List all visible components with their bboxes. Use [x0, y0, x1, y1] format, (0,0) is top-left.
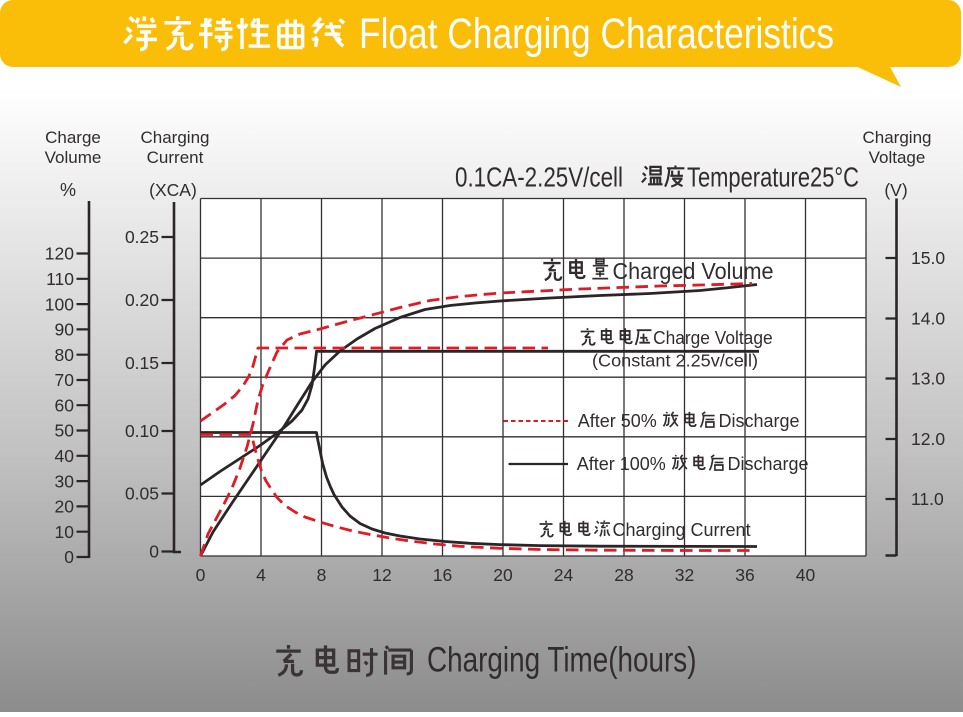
svg-text:16: 16 [433, 565, 452, 585]
svg-text:0: 0 [149, 542, 159, 562]
svg-text:0.20: 0.20 [125, 290, 159, 310]
svg-text:12.0: 12.0 [911, 429, 945, 449]
svg-text:Discharge: Discharge [719, 411, 800, 431]
svg-text:24: 24 [554, 565, 574, 585]
svg-text:0.25: 0.25 [125, 227, 159, 247]
svg-text:50: 50 [55, 421, 75, 441]
svg-text:Charging: Charging [141, 128, 210, 147]
svg-text:20: 20 [493, 565, 513, 585]
svg-text:15.0: 15.0 [911, 248, 945, 268]
svg-text:%: % [60, 180, 76, 200]
svg-text:10: 10 [55, 522, 75, 542]
svg-text:20: 20 [55, 497, 75, 517]
svg-text:8: 8 [317, 565, 327, 585]
svg-text:Volume: Volume [45, 148, 102, 167]
svg-text:30: 30 [55, 471, 75, 491]
svg-text:14.0: 14.0 [911, 309, 945, 329]
svg-text:Discharge: Discharge [728, 454, 809, 474]
svg-text:Voltage: Voltage [869, 148, 926, 167]
svg-text:Charging: Charging [863, 128, 932, 147]
svg-text:11.0: 11.0 [911, 489, 944, 509]
svg-text:Charging Current: Charging Current [613, 520, 751, 540]
svg-text:100: 100 [45, 294, 74, 314]
svg-text:90: 90 [55, 320, 75, 340]
svg-text:After 100%: After 100% [577, 454, 666, 474]
svg-text:0: 0 [196, 565, 206, 585]
svg-text:80: 80 [55, 345, 75, 365]
svg-text:(V): (V) [884, 180, 907, 200]
svg-text:120: 120 [45, 244, 74, 264]
svg-text:Temperature25°C: Temperature25°C [687, 162, 859, 193]
svg-text:28: 28 [614, 565, 633, 585]
svg-text:40: 40 [55, 446, 75, 466]
svg-text:110: 110 [46, 269, 74, 289]
svg-text:0: 0 [64, 547, 74, 567]
svg-text:(XCA): (XCA) [149, 180, 197, 200]
svg-text:Charged Volume: Charged Volume [613, 258, 774, 284]
svg-text:70: 70 [55, 370, 75, 390]
svg-text:0.15: 0.15 [125, 353, 159, 373]
svg-text:Charge: Charge [45, 128, 101, 147]
svg-text:Charge Voltage: Charge Voltage [653, 328, 773, 348]
svg-text:36: 36 [735, 565, 754, 585]
svg-text:Float Charging Characteristics: Float Charging Characteristics [359, 10, 834, 58]
svg-text:40: 40 [796, 565, 816, 585]
svg-text:32: 32 [675, 565, 694, 585]
svg-text:(Constant 2.25v/cell): (Constant 2.25v/cell) [592, 350, 758, 370]
svg-text:4: 4 [256, 565, 266, 585]
svg-text:60: 60 [55, 395, 75, 415]
svg-text:0.10: 0.10 [125, 421, 159, 441]
svg-text:0.05: 0.05 [125, 484, 159, 504]
svg-text:After 50%: After 50% [578, 411, 657, 431]
svg-text:13.0: 13.0 [911, 369, 945, 389]
svg-text:Current: Current [147, 148, 204, 167]
svg-text:Charging Time(hours): Charging Time(hours) [427, 641, 697, 680]
svg-text:12: 12 [372, 565, 391, 585]
svg-text:0.1CA-2.25V/cell: 0.1CA-2.25V/cell [455, 162, 623, 193]
